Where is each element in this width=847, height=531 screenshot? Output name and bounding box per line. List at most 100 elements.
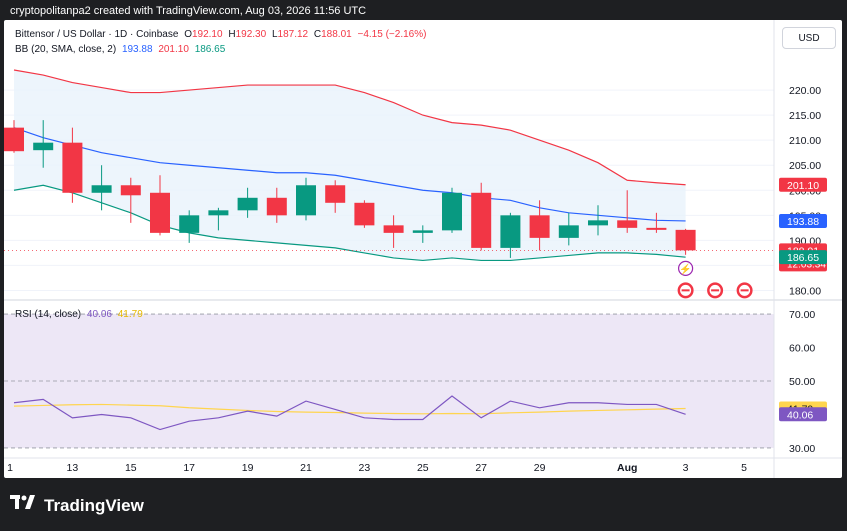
price-label-bb-basis: 193.88 (779, 213, 827, 228)
tradingview-logo-icon (10, 495, 36, 516)
candle-body (296, 185, 316, 216)
footer-logo[interactable]: TradingView (10, 495, 144, 516)
tradingview-logo-text: TradingView (44, 495, 144, 515)
candle-body (442, 192, 462, 231)
rsi-tick-label: 70.00 (789, 309, 815, 321)
candle (208, 207, 229, 231)
candle (296, 177, 316, 221)
low-label: L (271, 29, 278, 40)
open-value: 192.10 (191, 29, 223, 40)
price-label-box (779, 177, 827, 192)
price-tick-label: 215.00 (789, 110, 821, 122)
bb-label: BB (20, SMA, close, 2) (15, 44, 117, 55)
candle (500, 212, 521, 258)
price-label-text: 186.65 (787, 252, 819, 264)
event-flag-stripe (681, 289, 690, 292)
candle-body (91, 185, 112, 193)
candle-body (120, 185, 141, 196)
time-tick-label: 13 (67, 462, 79, 474)
candle (237, 187, 258, 218)
candle-body (646, 227, 667, 230)
open-label: O (184, 29, 192, 40)
rsi-value: 40.06 (86, 309, 112, 320)
chart-frame[interactable]: ⚡220.00215.00210.00205.00200.00195.00190… (4, 20, 842, 478)
candle-body (266, 197, 287, 216)
close-value: 188.01 (321, 29, 352, 40)
price-tick-label: 220.00 (789, 85, 821, 97)
price-label-bb-upper: 201.10 (779, 177, 827, 192)
time-tick-label: 19 (242, 462, 254, 474)
event-flag-stripe (711, 289, 720, 292)
price-label-subtext: 12:03:34 (787, 259, 826, 270)
rsi-label-rsi: 40.06 (779, 407, 827, 422)
candle-body (179, 215, 200, 233)
time-tick-label: 21 (300, 462, 312, 474)
candle (412, 225, 433, 243)
rsi-tick-label: 60.00 (789, 343, 815, 355)
price-chart[interactable]: ⚡220.00215.00210.00205.00200.00195.00190… (4, 20, 842, 478)
rsi-tick-label: 50.00 (789, 376, 815, 388)
low-value: 187.12 (277, 29, 309, 40)
candle (383, 215, 404, 248)
candle (529, 200, 550, 251)
rsi-ma-line (13, 403, 686, 415)
bb-basis-value: 193.88 (121, 44, 153, 55)
price-label-bb-lower: 186.65 (779, 250, 827, 265)
candle (617, 190, 638, 233)
candle-body (471, 192, 492, 248)
rsi-ma-value: 41.79 (117, 309, 143, 320)
price-tick-label: 180.00 (789, 285, 821, 297)
candle-body (412, 230, 433, 233)
price-tick-label: 205.00 (789, 160, 821, 172)
candle (675, 228, 696, 255)
candle-body (150, 192, 170, 233)
rsi-line (13, 395, 686, 431)
candle-body (588, 220, 608, 226)
bb-lower-value: 186.65 (194, 44, 226, 55)
bb-legend: BB (20, SMA, close, 2) 193.88 201.10 186… (15, 44, 228, 55)
bb-fill (14, 70, 686, 261)
time-tick-label: 29 (534, 462, 546, 474)
candle-body (33, 142, 54, 151)
time-tick-label: 23 (359, 462, 371, 474)
candle (325, 180, 346, 213)
candle (588, 205, 608, 236)
candle (442, 187, 462, 233)
time-tick-label: 17 (183, 462, 195, 474)
candle (558, 212, 579, 246)
candle (354, 200, 375, 228)
time-tick-label: 25 (417, 462, 429, 474)
close-label: C (313, 29, 322, 40)
time-tick-label: 15 (125, 462, 137, 474)
candle-body (383, 225, 404, 233)
candle (150, 175, 170, 236)
candle-body (354, 202, 375, 226)
time-tick-label: 5 (741, 462, 747, 474)
time-tick-label: 27 (475, 462, 487, 474)
candle-body (675, 229, 696, 251)
event-flag-stripe (740, 289, 749, 292)
candle (179, 210, 200, 243)
bb-basis-line (13, 127, 686, 222)
price-label-box (779, 250, 827, 265)
currency-button[interactable]: USD (782, 27, 836, 49)
candle (62, 127, 83, 203)
rsi-label: RSI (14, close) (15, 309, 82, 320)
price-tick-label: 210.00 (789, 135, 821, 147)
bb-upper-line (13, 69, 686, 186)
candle (120, 177, 141, 223)
candle-body (325, 185, 346, 203)
candle (33, 120, 54, 168)
lightning-glyph: ⚡ (679, 262, 691, 275)
candle (646, 212, 667, 233)
candle-body (558, 225, 579, 238)
candle (91, 165, 112, 211)
candle (266, 187, 287, 223)
candle-body (617, 220, 638, 228)
price-label-text: 201.10 (787, 180, 819, 192)
rsi-tick-label: 30.00 (789, 443, 815, 455)
bb-lower-line (13, 184, 686, 262)
symbol-legend: Bittensor / US Dollar · 1D · Coinbase O1… (15, 29, 429, 40)
time-tick-label: 1 (7, 462, 13, 474)
lightning-icon (677, 260, 694, 276)
